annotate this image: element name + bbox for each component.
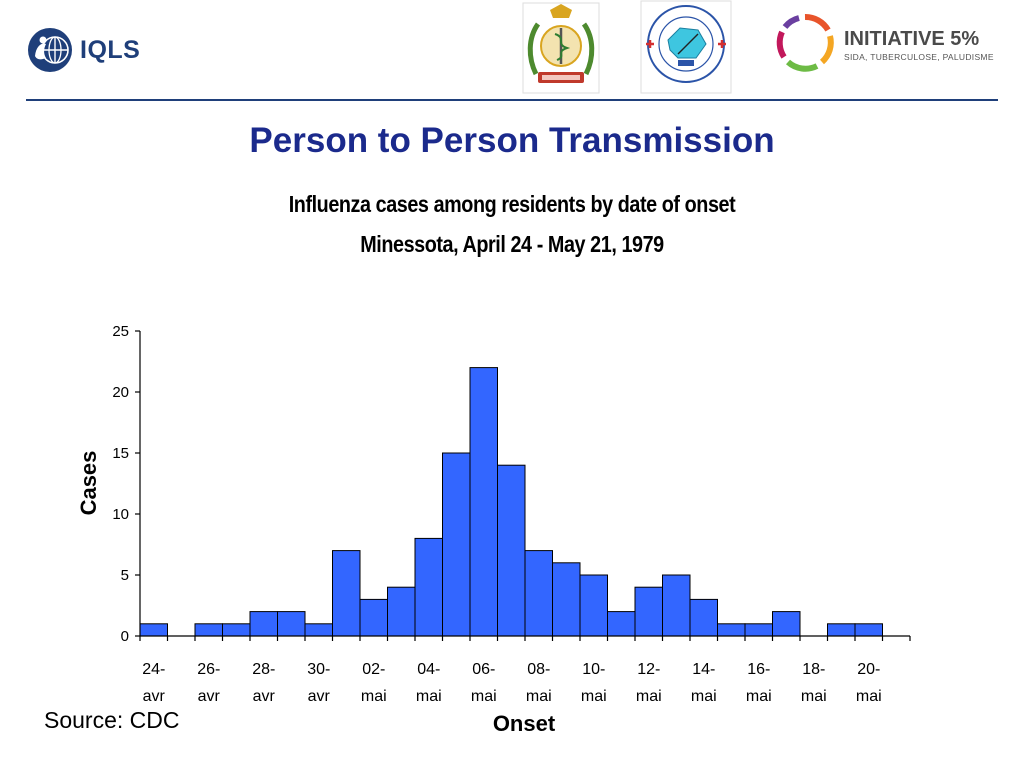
- chart-title: Influenza cases among residents by date …: [288, 191, 736, 217]
- x-tick-label: mai: [471, 688, 497, 705]
- bar-24-avr: [139, 623, 168, 637]
- x-tick-label: 06-: [472, 661, 495, 678]
- y-tick-label: 0: [121, 628, 129, 645]
- x-tick-label: mai: [691, 688, 717, 705]
- bar-10-mai: [579, 574, 608, 637]
- x-tick-label: avr: [308, 688, 331, 705]
- initiative-ring-icon: [776, 13, 834, 72]
- iqls-globe-icon: [28, 28, 72, 72]
- x-tick-label: 24-: [142, 661, 165, 678]
- bar-16-mai: [744, 623, 773, 637]
- bar-28-avr: [249, 611, 278, 637]
- x-tick-label: mai: [856, 688, 882, 705]
- bar-26-avr: [194, 623, 223, 637]
- bar-05-mai: [442, 452, 471, 637]
- x-tick-label: 18-: [802, 661, 825, 678]
- bar-27-avr: [222, 623, 251, 637]
- bar-01-mai: [332, 550, 361, 637]
- bar-12-mai: [634, 586, 663, 637]
- bar-13-mai: [662, 574, 691, 637]
- y-axis-label: Cases: [76, 451, 101, 516]
- bar-19-mai: [827, 623, 856, 637]
- x-tick-label: 10-: [582, 661, 605, 678]
- slide-header: IQLS INITIATIVE 5% SIDA, TUBERCULOSE, PA…: [0, 0, 1024, 100]
- bar-02-mai: [359, 598, 388, 637]
- iqls-logo: IQLS: [26, 24, 140, 76]
- initiative-5-logo: INITIATIVE 5% SIDA, TUBERCULOSE, PALUDIS…: [774, 12, 1014, 76]
- bar-14-mai: [689, 598, 718, 637]
- source-note: Source: CDC: [44, 707, 180, 733]
- x-tick-label: mai: [746, 688, 772, 705]
- slide-title: Person to Person Transmission: [249, 121, 775, 160]
- initiative-subtitle: SIDA, TUBERCULOSE, PALUDISME: [844, 52, 994, 62]
- x-tick-label: 20-: [857, 661, 880, 678]
- bar-07-mai: [497, 464, 526, 637]
- bar-15-mai: [717, 623, 746, 637]
- x-tick-label: mai: [581, 688, 607, 705]
- chart-subtitle: Minessota, April 24 - May 21, 1979: [360, 231, 664, 257]
- y-tick-label: 25: [112, 323, 129, 340]
- x-tick-label: 14-: [692, 661, 715, 678]
- y-tick-label: 15: [112, 445, 129, 462]
- bar-30-avr: [304, 623, 333, 637]
- bar-06-mai: [469, 367, 498, 637]
- y-tick-label: 20: [112, 384, 129, 401]
- x-tick-label: mai: [526, 688, 552, 705]
- bar-29-avr: [277, 611, 306, 637]
- y-tick-label: 10: [112, 506, 129, 523]
- x-tick-label: 30-: [307, 661, 330, 678]
- x-tick-label: mai: [416, 688, 442, 705]
- x-tick-label: avr: [198, 688, 221, 705]
- header-divider: [26, 99, 998, 101]
- x-tick-label: 28-: [252, 661, 275, 678]
- bar-03-mai: [387, 586, 416, 637]
- x-tick-label: 08-: [527, 661, 550, 678]
- iqls-logo-text: IQLS: [80, 35, 141, 64]
- bar-20-mai: [854, 623, 883, 637]
- x-tick-label: 16-: [747, 661, 770, 678]
- x-axis-label: Onset: [493, 711, 556, 736]
- bar-09-mai: [552, 562, 581, 637]
- initiative-title: INITIATIVE 5%: [844, 28, 980, 50]
- bar-04-mai: [414, 537, 443, 637]
- y-tick-label: 5: [121, 567, 129, 584]
- x-tick-label: mai: [361, 688, 387, 705]
- x-tick-label: mai: [636, 688, 662, 705]
- bar-08-mai: [524, 550, 553, 637]
- bar-11-mai: [607, 611, 636, 637]
- x-tick-label: 26-: [197, 661, 220, 678]
- x-tick-label: 02-: [362, 661, 385, 678]
- x-tick-label: 12-: [637, 661, 660, 678]
- x-tick-label: avr: [143, 688, 166, 705]
- bar-17-mai: [772, 611, 801, 637]
- x-tick-label: avr: [253, 688, 276, 705]
- cnm-emblem-icon: [640, 0, 732, 94]
- x-tick-label: 04-: [417, 661, 440, 678]
- x-tick-label: mai: [801, 688, 827, 705]
- health-ministry-emblem-icon: [522, 2, 600, 94]
